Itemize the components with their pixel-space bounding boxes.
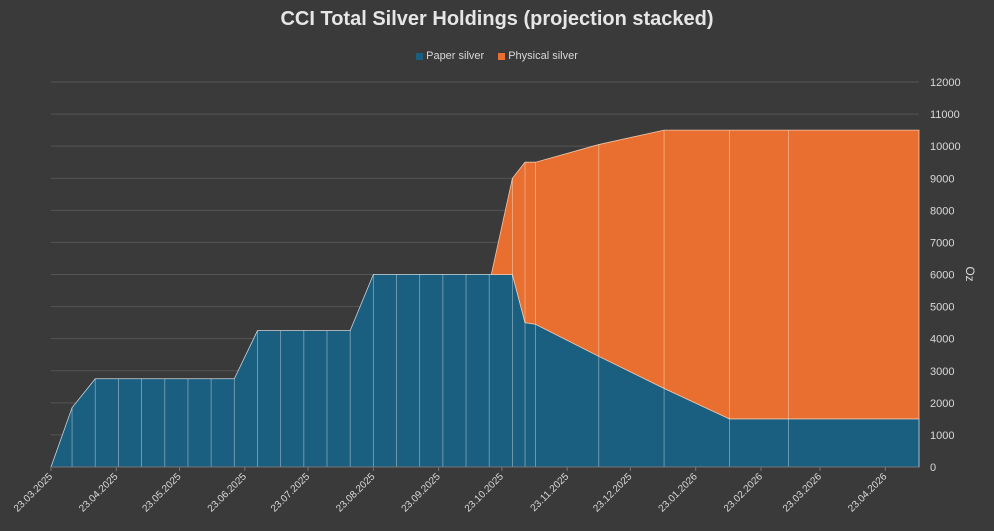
legend-label-paper-silver: Paper silver	[426, 50, 485, 62]
y-axis-label: Oz	[963, 266, 977, 281]
x-tick-label: 23.03.2025	[12, 471, 55, 514]
y-tick-label: 6000	[930, 270, 954, 282]
legend-item-physical-silver[interactable]: Physical silver	[498, 50, 578, 62]
y-tick-label: 9000	[930, 173, 954, 185]
x-tick-label: 23.12.2025	[591, 471, 634, 514]
y-tick-label: 2000	[930, 398, 954, 410]
x-tick-label: 23.04.2025	[77, 471, 120, 514]
y-tick-label: 11000	[930, 109, 960, 121]
x-tick-label: 23.06.2025	[206, 471, 249, 514]
y-tick-label: 1000	[930, 430, 954, 442]
y-tick-label: 8000	[930, 205, 954, 217]
x-tick-label: 23.04.2026	[846, 471, 889, 514]
x-tick-label: 23.11.2025	[529, 471, 572, 514]
chart-title: CCI Total Silver Holdings (projection st…	[280, 8, 714, 30]
y-tick-label: 5000	[930, 302, 954, 314]
y-axis: 0 1000 2000 3000 4000 5000 6000 7000 8000 9000 100…	[930, 77, 961, 474]
x-tick-label: 23.10.2025	[463, 471, 506, 514]
x-tick-label: 23.09.2025	[400, 471, 443, 514]
area-layer	[50, 129, 920, 468]
chart-legend: Paper silver Physical silver	[0, 50, 994, 62]
legend-swatch-paper-silver	[416, 52, 424, 60]
x-tick-label: 23.02.2026	[722, 471, 765, 514]
divider-layer	[71, 130, 789, 467]
legend-item-paper-silver[interactable]: Paper silver	[416, 50, 484, 62]
x-tick-label: 23.05.2025	[140, 471, 183, 514]
x-tick-label: 23.03.2026	[781, 471, 824, 514]
area-physical-silver	[490, 129, 920, 420]
y-tick-label: 0	[930, 462, 936, 474]
legend-swatch-physical-silver	[498, 52, 506, 60]
y-tick-label: 3000	[930, 366, 954, 378]
x-tick-label: 23.01.2026	[657, 471, 700, 514]
y-tick-label: 10000	[930, 141, 961, 153]
y-tick-label: 7000	[930, 237, 954, 249]
legend-label-physical-silver: Physical silver	[508, 50, 578, 62]
x-axis: 23.03.2025 23.04.2025 23.05.2025 23.06.2025…	[12, 466, 919, 515]
x-tick-label: 23.07.2025	[269, 471, 312, 514]
y-tick-label: 4000	[930, 334, 954, 346]
y-tick-label: 12000	[930, 77, 961, 89]
x-tick-label: 23.08.2025	[334, 471, 377, 514]
